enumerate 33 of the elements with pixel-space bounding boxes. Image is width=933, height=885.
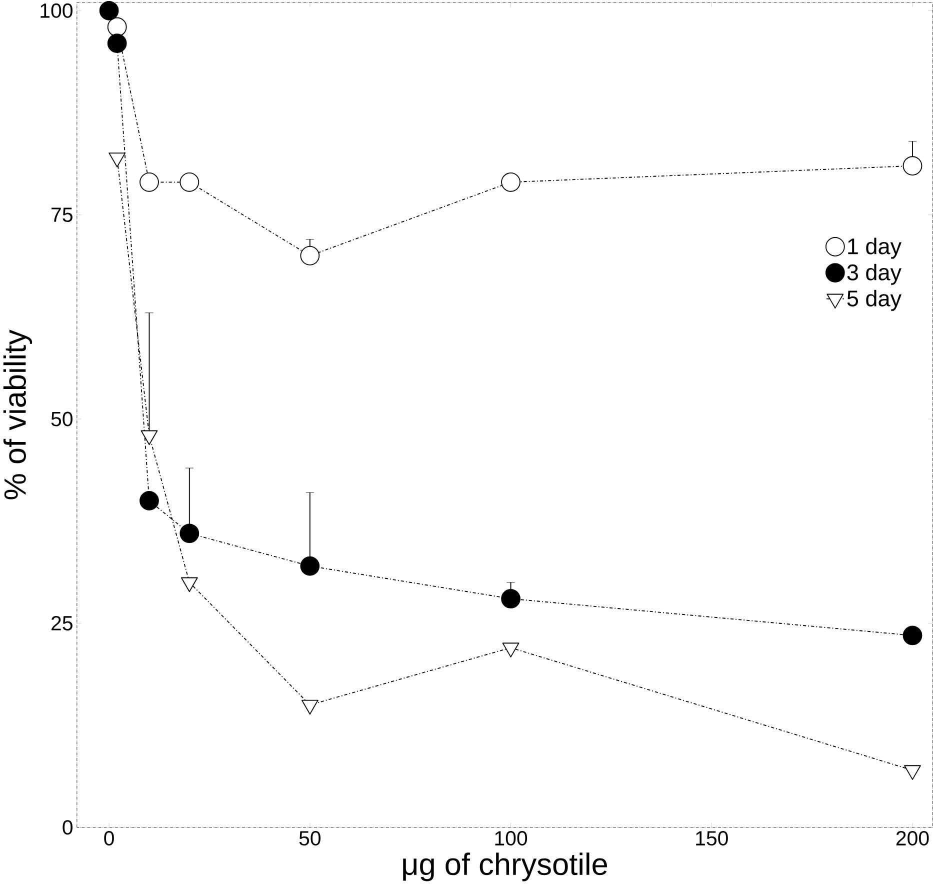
point	[902, 156, 922, 176]
point	[107, 17, 127, 37]
point	[502, 642, 520, 658]
point	[140, 491, 159, 511]
point	[501, 589, 520, 609]
y-axis-title: % of viability	[3, 330, 32, 500]
point	[301, 700, 318, 715]
point	[180, 172, 200, 192]
point	[180, 524, 200, 544]
legend-label: 1 day	[848, 238, 902, 259]
y-tick-label: 75	[52, 208, 72, 222]
y-tick-label: 25	[52, 616, 72, 631]
point	[904, 765, 921, 780]
legend-label: 3 day	[847, 264, 902, 286]
x-tick-label: 200	[896, 831, 929, 846]
point	[180, 577, 198, 592]
legend-label: 5 day	[847, 290, 902, 312]
x-axis-title: μg of chrysotile	[403, 852, 608, 882]
point	[501, 172, 520, 192]
x-tick-label: 50	[299, 831, 321, 846]
point	[300, 246, 320, 266]
x-tick-label: 100	[495, 831, 528, 846]
x-tick-label: 150	[696, 831, 728, 846]
point	[140, 172, 159, 192]
point	[300, 556, 320, 576]
point	[902, 626, 922, 646]
y-tick-label: 0	[62, 820, 72, 835]
point	[107, 34, 127, 54]
x-tick-label: 0	[104, 831, 114, 846]
y-tick-label: 100	[40, 4, 72, 18]
y-tick-label: 50	[51, 412, 72, 426]
point	[99, 1, 119, 21]
point	[140, 430, 158, 446]
